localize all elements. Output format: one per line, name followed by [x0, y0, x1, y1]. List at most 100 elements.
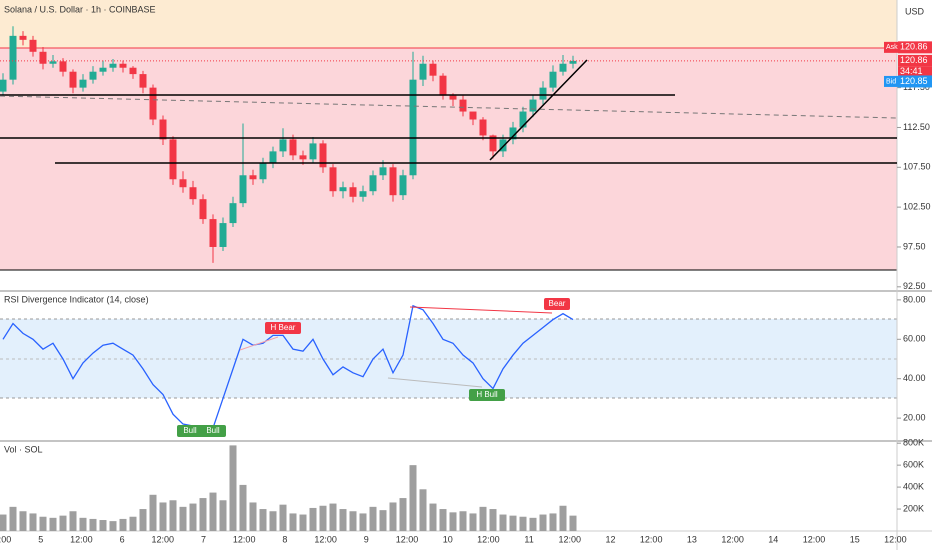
x-tick-label: 12:00 [233, 534, 256, 544]
candle-body [49, 61, 57, 64]
y-tick-label: 102.50 [903, 202, 931, 212]
candle-body [539, 87, 547, 100]
y-tick-label: 80.00 [903, 294, 926, 304]
zone-upper [0, 0, 897, 48]
rsi-band [0, 319, 897, 398]
volume-bar [569, 515, 577, 531]
candle-body [429, 63, 437, 76]
candle-body [29, 39, 37, 52]
candle-body [89, 71, 97, 80]
last-price: 120.86 [900, 55, 928, 65]
volume-title: Vol · SOL [4, 444, 43, 454]
volume-bar [529, 517, 537, 531]
volume-bar [19, 511, 27, 531]
volume-bar [389, 502, 397, 531]
volume-bar [399, 498, 407, 531]
candle-body [139, 74, 147, 88]
y-tick-label: 40.00 [903, 373, 926, 383]
candle-body [99, 67, 107, 72]
candle-body [229, 203, 237, 224]
candle-body [459, 99, 467, 112]
volume-bar [139, 509, 147, 531]
y-tick-label: 60.00 [903, 334, 926, 344]
volume-bar [229, 445, 237, 531]
volume-bar [429, 503, 437, 531]
volume-bar [189, 503, 197, 531]
volume-bar [69, 511, 77, 531]
volume-bar [219, 500, 227, 531]
x-tick-label: 12:00 [640, 534, 663, 544]
candle-body [359, 191, 367, 197]
candle-body [219, 223, 227, 247]
candle-body [179, 179, 187, 188]
bid-price: 120.85 [900, 76, 928, 86]
volume-bar [289, 513, 297, 531]
volume-bar [129, 516, 137, 531]
candle-body [409, 79, 417, 176]
countdown-bg [898, 66, 932, 77]
y-tick-label: 92.50 [903, 281, 926, 291]
candle-body [189, 187, 197, 200]
volume-bar [279, 504, 287, 531]
candle-body [169, 139, 177, 180]
x-tick-label: 14 [768, 534, 778, 544]
candle-body [199, 199, 207, 220]
bid-price-bg [898, 75, 932, 88]
ask-tag: Ask [886, 44, 898, 51]
currency: USD [905, 6, 925, 16]
last-price-bg [898, 54, 932, 67]
volume-bar [109, 521, 117, 531]
volume-bar [299, 514, 307, 531]
chart-title: Solana / U.S. Dollar · 1h · COINBASE [4, 4, 156, 14]
candle-body [119, 63, 127, 68]
candle-body [349, 187, 357, 197]
candle-body [379, 167, 387, 176]
volume-bar [59, 515, 67, 531]
y-tick-label: 97.50 [903, 241, 926, 251]
candle-body [109, 63, 117, 68]
volume-bar [169, 500, 177, 531]
volume-bar [549, 513, 557, 531]
x-tick-label: 8 [282, 534, 287, 544]
volume-bar [209, 492, 217, 531]
marks: 92.5097.50102.50107.50112.50117.50Ask120… [0, 26, 932, 544]
volume-bar [319, 505, 327, 531]
volume-bar [489, 509, 497, 531]
candle-body [319, 143, 327, 168]
signal-label: Bull [183, 426, 197, 435]
volume-bar [539, 514, 547, 531]
candle-body [489, 135, 497, 152]
zone-lower [0, 48, 897, 270]
candle-body [129, 67, 137, 75]
signal-bg [177, 425, 203, 437]
candle-body [249, 175, 257, 180]
x-tick-label: 9 [364, 534, 369, 544]
volume-bar [309, 507, 317, 531]
volume-bar [89, 518, 97, 531]
bid-tag-bg [884, 75, 898, 87]
volume-bar [79, 517, 87, 531]
volume-bar [409, 465, 417, 531]
volume-bar [179, 506, 187, 531]
x-tick-label: 6 [120, 534, 125, 544]
x-tick-label: 12:00 [396, 534, 419, 544]
x-tick-label: 7 [201, 534, 206, 544]
volume-bar [469, 513, 477, 531]
candle-body [239, 175, 247, 204]
volume-bar [119, 518, 127, 531]
candle-body [309, 143, 317, 160]
volume-bar [339, 509, 347, 531]
volume-bar [9, 506, 17, 531]
candle-body [419, 63, 427, 80]
volume-bar [419, 489, 427, 531]
signal-label: H Bear [271, 323, 296, 332]
volume-bar [99, 520, 107, 531]
y-tick-label: 107.50 [903, 162, 931, 172]
rsi-line [2, 304, 574, 429]
volume-bar [239, 484, 247, 531]
x-tick-label: 12:00 [803, 534, 826, 544]
candle-body [569, 60, 577, 64]
candle-body [509, 127, 517, 140]
candle-body [9, 35, 17, 80]
x-tick-label: 12:00 [70, 534, 93, 544]
